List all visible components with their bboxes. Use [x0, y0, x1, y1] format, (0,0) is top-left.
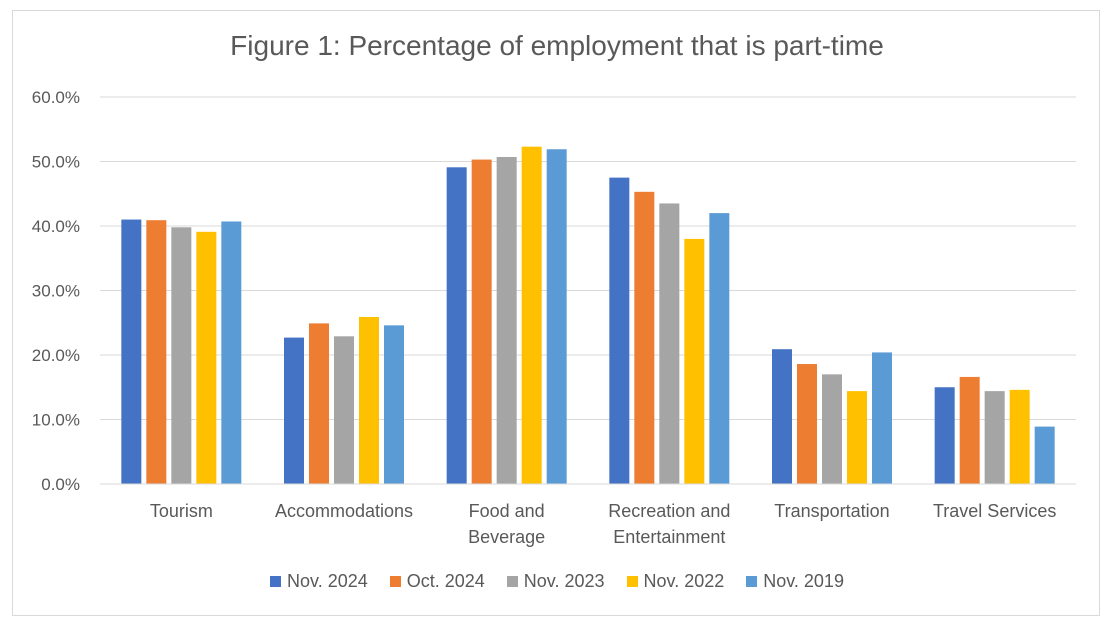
y-tick-label: 40.0% [32, 217, 80, 236]
bar [659, 203, 680, 485]
bars [100, 146, 1076, 485]
y-tick-label: 10.0% [32, 411, 80, 430]
legend-swatch [389, 576, 401, 587]
bar [521, 146, 542, 485]
bar [196, 231, 217, 484]
legend-label: Nov. 2022 [643, 571, 725, 591]
bar [284, 337, 304, 484]
bar [934, 387, 955, 484]
legend-item: Nov. 2019 [746, 571, 844, 592]
chart-title: Figure 1: Percentage of employment that … [230, 30, 884, 61]
bar [146, 220, 167, 484]
legend-swatch [746, 576, 758, 587]
bar [822, 374, 842, 484]
x-category-label: Travel Services [933, 501, 1056, 521]
bar [984, 391, 1005, 484]
bar [709, 213, 730, 484]
y-tick-label: 30.0% [32, 282, 80, 301]
bar [847, 391, 867, 484]
bar [797, 364, 817, 484]
y-tick-label: 20.0% [32, 346, 80, 365]
y-tick-label: 60.0% [32, 88, 80, 107]
bar [546, 149, 567, 484]
bar [121, 219, 142, 485]
bar [359, 316, 379, 484]
y-tick-label: 0.0% [41, 475, 80, 494]
x-category-label: Food and Beverage [468, 501, 545, 547]
bar [221, 221, 242, 485]
bar [872, 352, 892, 484]
x-category-label: Accommodations [275, 501, 413, 521]
legend-label: Nov. 2024 [287, 571, 368, 591]
legend-swatch [506, 576, 518, 587]
legend-item: Nov. 2023 [506, 571, 605, 592]
legend-label: Oct. 2024 [406, 571, 485, 591]
x-category-label: Tourism [150, 501, 213, 521]
bar [1034, 426, 1055, 484]
bar [309, 323, 329, 484]
bar [1009, 389, 1030, 484]
bar [609, 177, 630, 484]
bar [772, 349, 792, 484]
legend: Nov. 2024 Oct. 2024 Nov. 2023 Nov. 2022 Nov.… [0, 571, 1112, 592]
bar [334, 336, 354, 484]
legend-swatch [626, 576, 638, 587]
legend-label: Nov. 2023 [523, 571, 605, 591]
legend-label: Nov. 2019 [763, 571, 844, 591]
legend-item: Nov. 2024 [270, 571, 368, 592]
legend-swatch [270, 576, 282, 587]
legend-item: Nov. 2022 [626, 571, 725, 592]
legend-item: Oct. 2024 [389, 571, 485, 592]
bar [496, 156, 517, 485]
y-tick-label: 50.0% [32, 153, 80, 172]
bar [446, 167, 467, 484]
bar [171, 227, 192, 485]
x-category-label: Transportation [774, 501, 889, 521]
bar [384, 325, 404, 484]
bar [471, 159, 492, 484]
bar [634, 191, 655, 484]
bar [684, 238, 705, 484]
gridlines [100, 96, 1076, 485]
x-axis-categories: Tourism Accommodations Food and Beverage Rec… [150, 501, 1057, 547]
y-axis-ticks: 0.0% 10.0% 20.0% 30.0% 40.0% 50.0% 60.0% [32, 88, 80, 494]
x-category-label: Recreation and Entertainment [608, 501, 730, 547]
bar [959, 376, 980, 484]
